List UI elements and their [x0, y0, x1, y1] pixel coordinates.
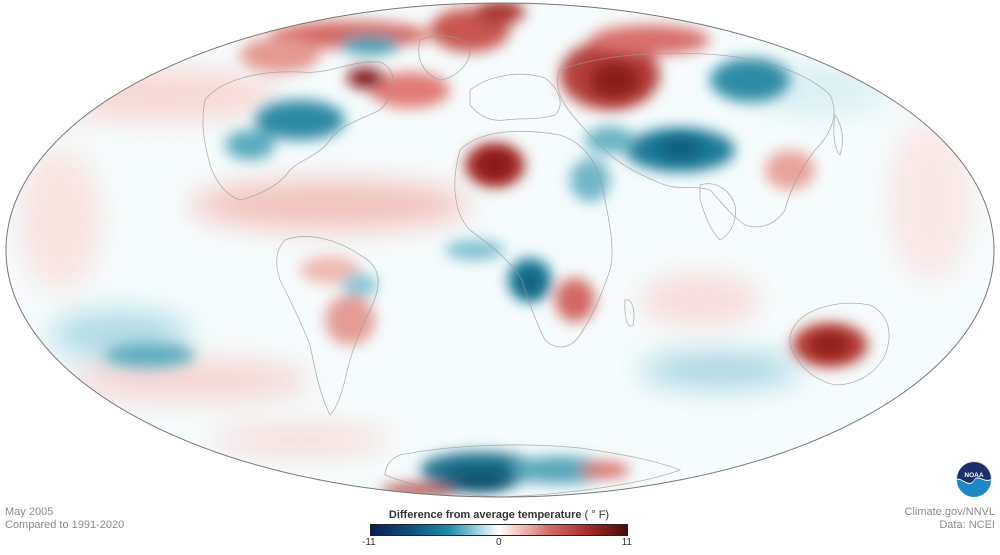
legend-tick-max: 11	[621, 537, 632, 548]
caption-date: May 2005	[5, 506, 54, 518]
legend-tick-min: -11	[362, 537, 376, 548]
legend-title-text: Difference from average temperature	[388, 509, 582, 521]
legend-ticks: -11 0 11	[362, 536, 632, 550]
north-america-outline	[202, 61, 394, 201]
south-america-outline	[276, 236, 379, 416]
legend-title: Difference from average temperature ( ° …	[368, 509, 630, 522]
greenland-outline	[418, 35, 471, 81]
caption: May 2005 Compared to 1991-2020	[5, 506, 124, 532]
asia-outline	[557, 52, 835, 228]
coastlines	[202, 35, 890, 498]
australia-outline	[789, 302, 890, 386]
caption-baseline: Compared to 1991-2020	[5, 519, 125, 531]
madagascar-outline	[624, 299, 635, 327]
japan-outline	[833, 113, 843, 156]
color-legend: Difference from average temperature ( ° …	[362, 509, 632, 550]
map-svg	[5, 2, 995, 498]
legend-unit: ( ° F)	[584, 509, 610, 521]
globe-outline	[5, 2, 995, 498]
legend-tick-mid: 0	[496, 537, 502, 548]
anomaly-field	[20, 3, 970, 496]
noaa-logo-icon: NOAA	[956, 461, 992, 497]
credit-site: Climate.gov/NNVL	[904, 506, 995, 518]
credit-data: Data: NCEI	[939, 519, 995, 531]
india-outline	[699, 183, 737, 241]
world-temperature-map	[5, 2, 995, 498]
legend-color-bar	[370, 524, 628, 536]
europe-outline	[469, 73, 561, 121]
noaa-logo-text: NOAA	[964, 472, 983, 479]
credits: Climate.gov/NNVL Data: NCEI	[905, 506, 995, 532]
antarctica-outline	[384, 444, 682, 498]
africa-outline	[454, 130, 613, 348]
